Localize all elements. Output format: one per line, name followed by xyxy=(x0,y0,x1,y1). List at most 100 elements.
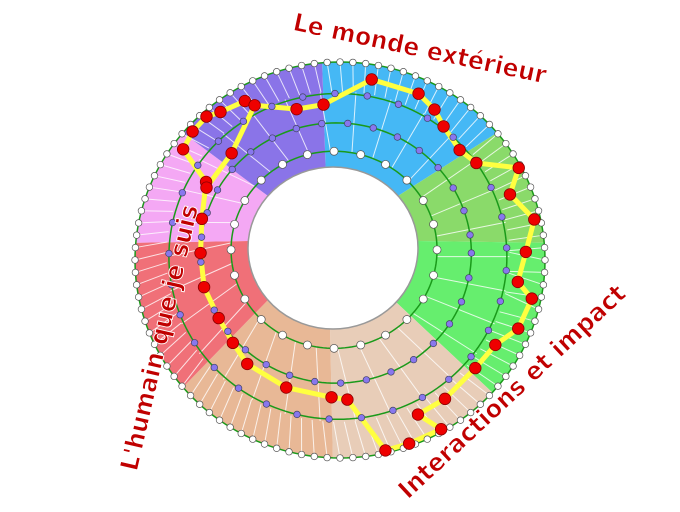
spoke xyxy=(358,345,392,415)
outer-node xyxy=(509,150,517,158)
spoke xyxy=(252,404,262,440)
path-node xyxy=(186,125,199,138)
outer-node xyxy=(156,351,165,360)
spoke xyxy=(465,124,490,148)
spoke xyxy=(499,311,536,322)
ring-node xyxy=(487,183,495,192)
outer-node xyxy=(131,256,139,264)
spoke xyxy=(407,133,454,182)
outer-node xyxy=(134,219,143,227)
spoke xyxy=(508,234,544,241)
spoke xyxy=(363,63,367,94)
ring-node xyxy=(176,311,184,319)
path-node xyxy=(469,361,482,375)
outer-node xyxy=(541,256,549,264)
spoke xyxy=(149,313,178,334)
outer-node xyxy=(310,452,318,461)
outer-node xyxy=(374,61,383,70)
spoke xyxy=(435,221,506,237)
inner-node xyxy=(381,330,390,340)
spoke xyxy=(208,380,226,413)
spoke xyxy=(315,346,321,422)
outer-node xyxy=(131,268,140,277)
spoke xyxy=(138,220,171,224)
outer-node xyxy=(539,231,548,239)
spoke xyxy=(430,188,495,217)
inner-node xyxy=(381,160,390,169)
outer-node xyxy=(141,317,149,325)
spoke xyxy=(288,415,292,452)
ring-node xyxy=(467,249,475,257)
outer-node xyxy=(494,382,502,390)
spoke xyxy=(173,349,198,377)
inner-node xyxy=(256,175,266,185)
path-node xyxy=(194,246,207,260)
spoke xyxy=(372,99,392,159)
outer-node xyxy=(526,329,535,337)
inner-node xyxy=(303,150,312,159)
outer-node xyxy=(137,305,146,313)
ring-node xyxy=(466,231,474,239)
spoke xyxy=(154,175,186,183)
path-node xyxy=(470,156,483,170)
outer-node xyxy=(494,130,502,138)
path-node xyxy=(200,110,213,123)
path-node xyxy=(200,181,213,194)
spoke xyxy=(135,241,168,249)
outer-node xyxy=(196,400,204,408)
spoke xyxy=(412,312,477,355)
outer-node xyxy=(537,293,546,301)
ring-node xyxy=(197,233,206,241)
outer-node xyxy=(446,89,454,97)
path-node xyxy=(411,408,425,421)
outer-node xyxy=(521,172,530,180)
spoke xyxy=(219,387,235,421)
ring-node xyxy=(285,371,294,379)
spoke xyxy=(141,293,172,310)
path-node xyxy=(280,381,293,394)
path-node xyxy=(511,275,525,289)
inner-node xyxy=(402,175,412,185)
spoke xyxy=(458,115,481,140)
spoke xyxy=(326,62,333,92)
path-node xyxy=(317,98,330,111)
outer-node xyxy=(456,96,465,104)
outer-node xyxy=(215,416,224,424)
inner-node xyxy=(418,294,428,304)
inner-node xyxy=(278,160,287,169)
outer-node xyxy=(285,64,293,72)
outer-node xyxy=(141,195,149,203)
inner-node xyxy=(240,196,250,205)
outer-node xyxy=(163,150,171,158)
spoke xyxy=(199,159,256,187)
spoke xyxy=(288,68,301,96)
ring-node xyxy=(210,363,218,372)
outer-node xyxy=(387,64,395,72)
outer-node xyxy=(145,329,154,337)
outer-node xyxy=(132,281,141,289)
outer-node xyxy=(362,452,370,461)
outer-node xyxy=(399,68,407,76)
path-node xyxy=(365,73,378,86)
ring-node xyxy=(429,339,437,348)
outer-node xyxy=(178,382,186,390)
spoke xyxy=(134,251,167,261)
outer-node xyxy=(336,58,344,66)
ring-node xyxy=(337,379,345,387)
spoke xyxy=(138,282,170,298)
outer-node xyxy=(531,195,539,203)
path-node xyxy=(503,188,517,201)
spoke xyxy=(508,270,545,273)
outer-node xyxy=(336,454,344,462)
ring-node xyxy=(344,119,352,128)
spoke xyxy=(391,113,425,169)
ring-node xyxy=(268,134,277,142)
outer-node xyxy=(485,391,494,400)
outer-node xyxy=(515,351,524,360)
ring-node xyxy=(262,400,271,408)
ring-node xyxy=(190,339,199,347)
spoke xyxy=(181,188,244,205)
inner-node xyxy=(303,340,312,350)
ring-node xyxy=(292,124,301,133)
